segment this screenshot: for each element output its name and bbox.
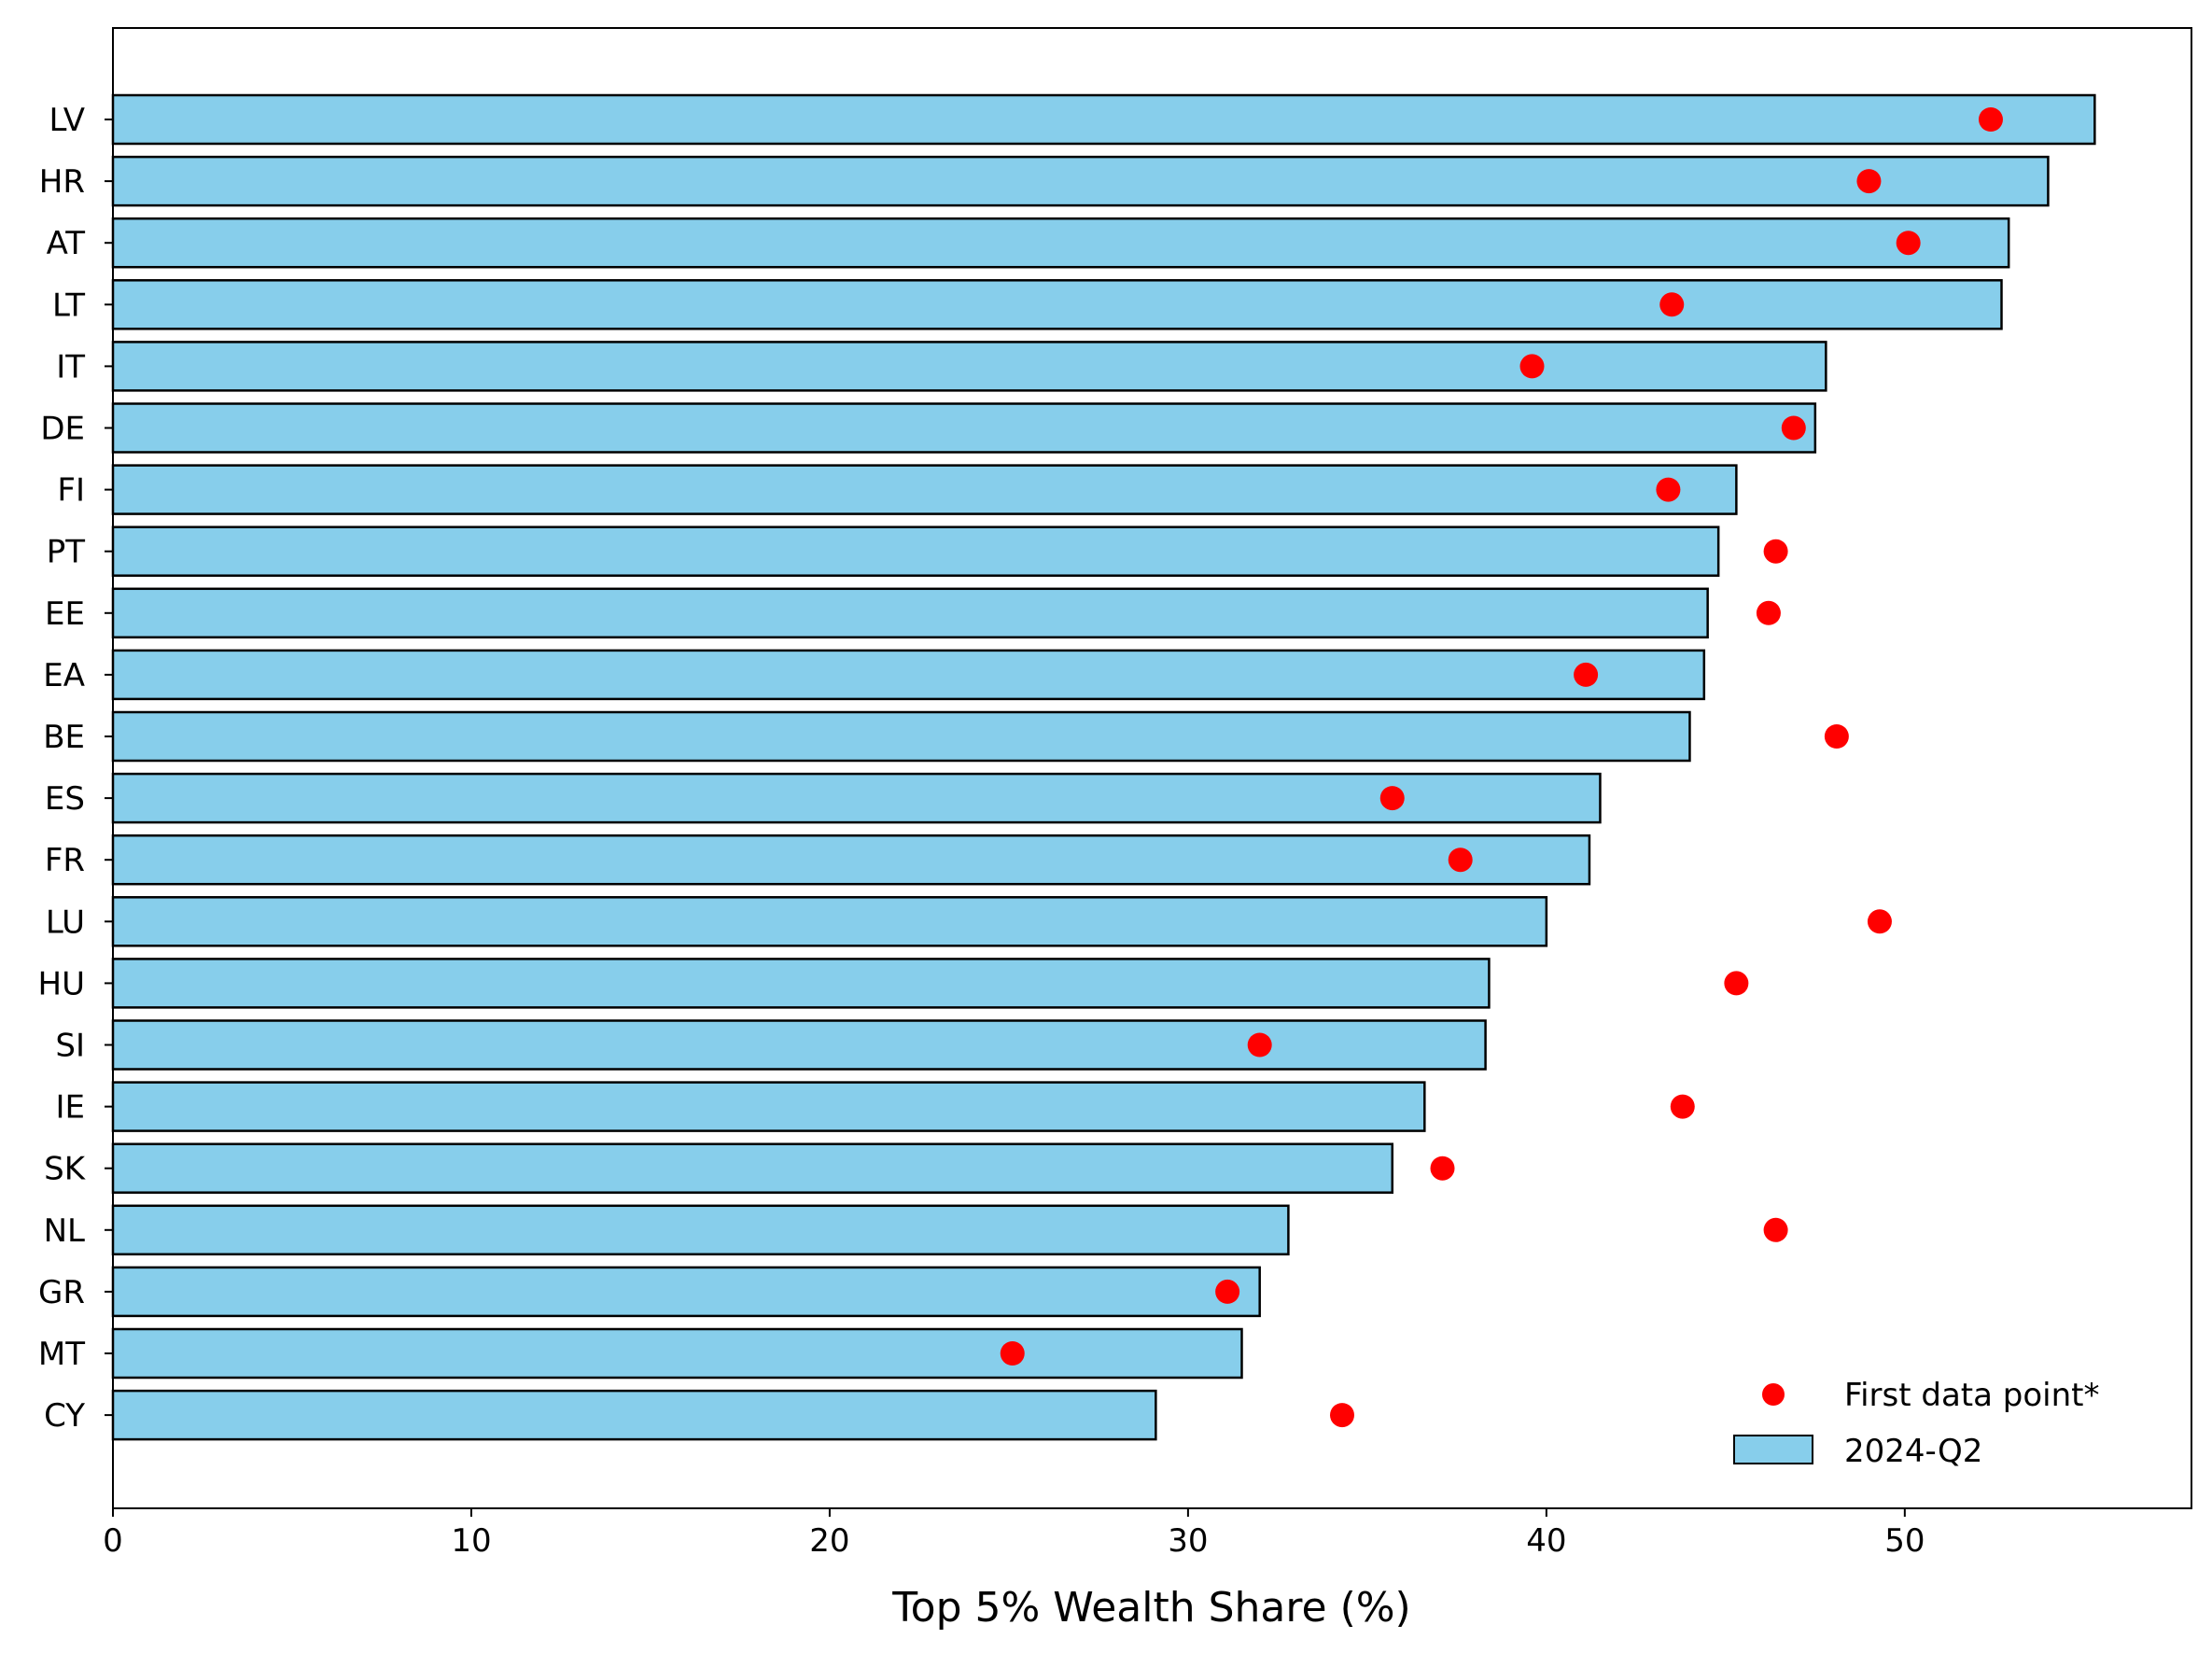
point-gr [1215, 1279, 1240, 1304]
bar-lv [111, 93, 2096, 146]
point-hu [1724, 971, 1749, 996]
y-tick-label-lv: LV [49, 102, 85, 139]
point-lt [1659, 292, 1685, 317]
plot-frame [112, 27, 2192, 1509]
legend-bar-label: 2024-Q2 [1844, 1433, 1982, 1470]
bar-lu [111, 896, 1548, 947]
x-tick-label-40: 40 [1526, 1522, 1566, 1560]
bar-es [111, 772, 1602, 824]
legend: First data point* 2024-Q2 [1733, 1377, 2099, 1470]
x-axis-title: Top 5% Wealth Share (%) [891, 1584, 1410, 1632]
point-hr [1856, 169, 1882, 194]
y-tick-label-gr: GR [38, 1274, 85, 1311]
y-tick-label-cy: CY [44, 1397, 85, 1435]
bar-ee [111, 587, 1709, 639]
y-tick-label-hr: HR [39, 163, 85, 201]
y-tick-label-ea: EA [43, 657, 85, 694]
y-tick-label-it: IT [56, 348, 85, 385]
y-tick-label-at: AT [47, 225, 86, 262]
point-ee [1756, 600, 1781, 625]
bar-it [111, 341, 1827, 392]
x-tick-label-30: 30 [1168, 1522, 1208, 1560]
bar-mt [111, 1327, 1243, 1380]
legend-scatter-label: First data point* [1844, 1377, 2099, 1414]
bar-ie [111, 1081, 1426, 1132]
y-tick-label-fr: FR [45, 842, 85, 879]
y-tick-label-pt: PT [47, 534, 86, 571]
point-es [1379, 786, 1405, 811]
y-axis: LV HR AT LT IT DE FI PT EE EA BE ES FR LU HU SI IE SK NL GR… [38, 102, 113, 1435]
x-axis: 0 10 20 30 40 50 [103, 1508, 1925, 1560]
point-ea [1574, 662, 1599, 687]
bar-si [111, 1019, 1487, 1071]
y-tick-label-lt: LT [52, 287, 85, 324]
x-tick-label-0: 0 [103, 1522, 123, 1560]
bar-pt [111, 525, 1720, 577]
y-tick-label-be: BE [43, 719, 85, 756]
legend-scatter-marker [1762, 1383, 1785, 1406]
point-it [1519, 354, 1545, 379]
y-tick-label-sk: SK [44, 1151, 87, 1188]
bar-nl [111, 1204, 1290, 1256]
bar-gr [111, 1266, 1261, 1318]
bar-cy [111, 1389, 1157, 1441]
bar-be [111, 710, 1691, 763]
point-nl [1763, 1217, 1788, 1242]
legend-bar-swatch [1733, 1435, 1813, 1464]
bar-hr [111, 155, 2050, 207]
x-tick-label-50: 50 [1884, 1522, 1925, 1560]
point-de [1781, 415, 1806, 441]
bar-fr [111, 834, 1591, 886]
point-ie [1670, 1094, 1695, 1119]
point-sk [1430, 1156, 1455, 1181]
point-lu [1867, 909, 1892, 934]
bar-lt [111, 279, 2003, 330]
point-si [1247, 1032, 1272, 1058]
bar-at [111, 217, 2010, 269]
point-be [1824, 724, 1849, 749]
point-pt [1763, 539, 1788, 564]
point-mt [1000, 1341, 1025, 1366]
y-tick-label-mt: MT [38, 1336, 85, 1373]
points-group [1000, 107, 2003, 1428]
bar-fi [111, 464, 1738, 515]
point-cy [1330, 1403, 1355, 1428]
bar-de [111, 402, 1817, 454]
y-tick-label-fi: FI [57, 472, 85, 510]
bar-ea [111, 649, 1706, 701]
y-tick-label-de: DE [40, 411, 85, 448]
y-tick-label-lu: LU [46, 904, 85, 941]
point-fi [1656, 477, 1681, 502]
y-tick-label-nl: NL [44, 1212, 85, 1250]
x-tick-label-20: 20 [809, 1522, 849, 1560]
plot-background [113, 28, 2191, 1508]
x-tick-label-10: 10 [451, 1522, 491, 1560]
point-at [1896, 231, 1921, 256]
y-tick-label-si: SI [55, 1028, 85, 1065]
y-tick-label-es: ES [45, 780, 85, 818]
point-fr [1448, 848, 1473, 873]
y-tick-label-hu: HU [38, 965, 85, 1002]
bar-hu [111, 958, 1491, 1009]
bar-sk [111, 1142, 1394, 1194]
y-tick-label-ee: EE [45, 595, 85, 633]
y-tick-label-ie: IE [55, 1089, 85, 1127]
point-lv [1978, 107, 2003, 132]
